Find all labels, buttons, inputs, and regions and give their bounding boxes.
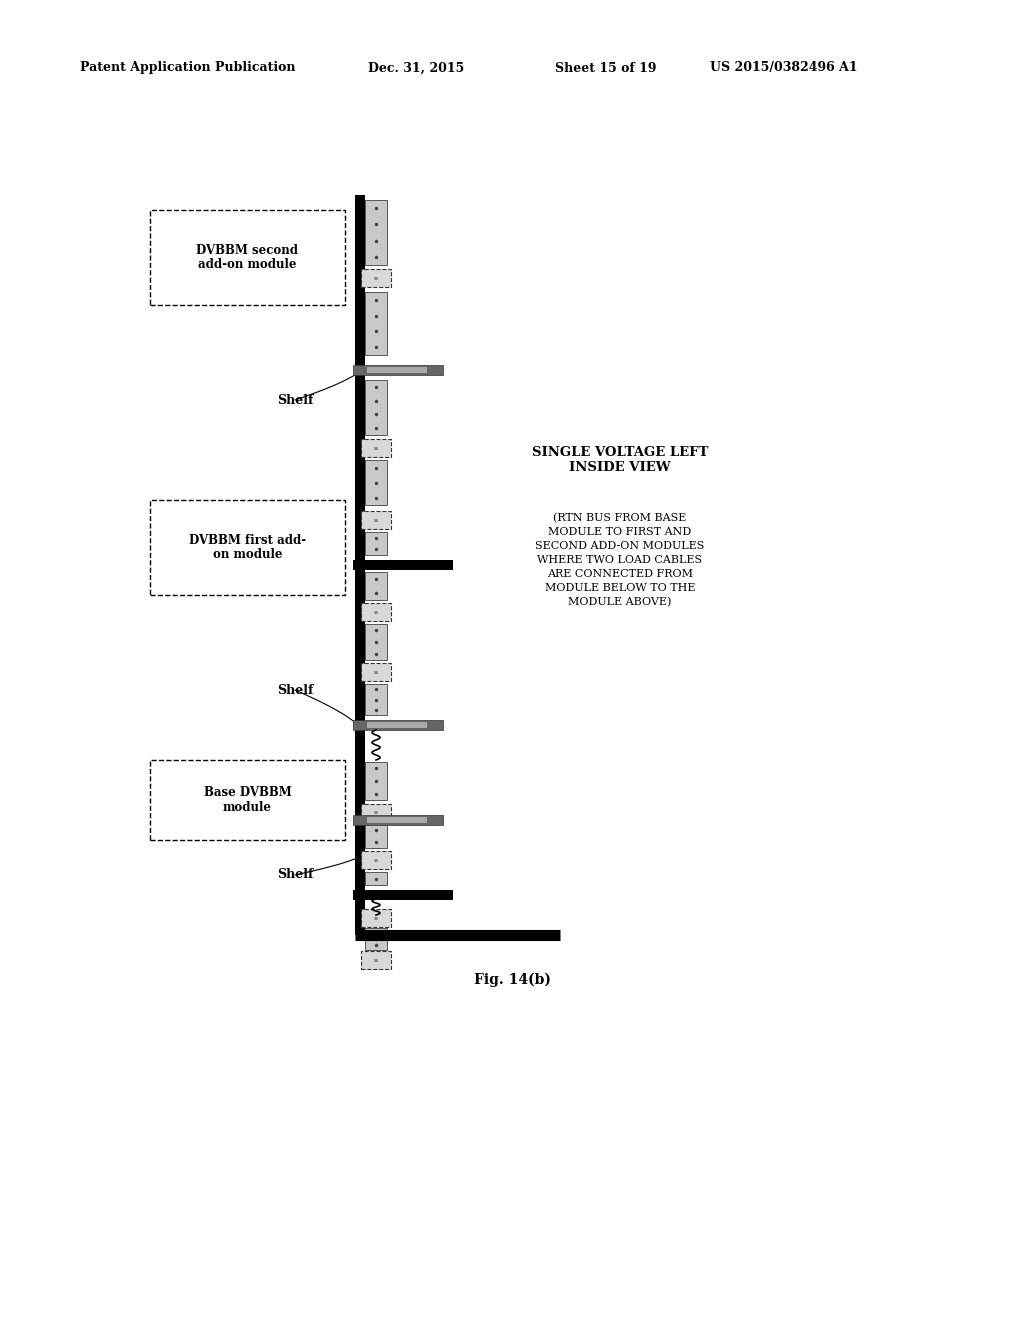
Bar <box>365 201 387 265</box>
FancyBboxPatch shape <box>361 851 391 869</box>
Bar <box>365 459 387 506</box>
Bar <box>365 624 387 660</box>
Text: ss: ss <box>374 610 379 615</box>
Text: Shelf: Shelf <box>276 684 313 697</box>
Bar <box>365 684 387 715</box>
Bar <box>365 292 387 355</box>
Text: SINGLE VOLTAGE LEFT
INSIDE VIEW: SINGLE VOLTAGE LEFT INSIDE VIEW <box>531 446 709 474</box>
Bar <box>365 762 387 800</box>
Text: DVBBM first add-
on module: DVBBM first add- on module <box>189 533 306 561</box>
Text: Patent Application Publication: Patent Application Publication <box>80 62 296 74</box>
Bar <box>355 195 365 935</box>
Bar <box>365 572 387 601</box>
Text: Fig. 14(b): Fig. 14(b) <box>473 973 551 987</box>
Bar <box>353 719 443 730</box>
Bar <box>353 890 453 900</box>
FancyBboxPatch shape <box>361 511 391 529</box>
Text: ss: ss <box>374 517 379 523</box>
Text: ss: ss <box>374 916 379 920</box>
Text: DVBBM second
add-on module: DVBBM second add-on module <box>197 243 299 272</box>
Bar <box>365 824 387 847</box>
Bar <box>150 500 345 595</box>
FancyBboxPatch shape <box>361 804 391 822</box>
Text: (RTN BUS FROM BASE
MODULE TO FIRST AND
SECOND ADD-ON MODULES
WHERE TWO LOAD CABL: (RTN BUS FROM BASE MODULE TO FIRST AND S… <box>536 512 705 607</box>
Text: ss: ss <box>374 858 379 862</box>
Text: Dec. 31, 2015: Dec. 31, 2015 <box>368 62 464 74</box>
Text: Sheet 15 of 19: Sheet 15 of 19 <box>555 62 656 74</box>
Text: Shelf: Shelf <box>276 393 313 407</box>
FancyBboxPatch shape <box>361 909 391 927</box>
FancyBboxPatch shape <box>361 950 391 969</box>
Bar <box>353 366 443 375</box>
Text: Shelf: Shelf <box>276 869 313 882</box>
FancyBboxPatch shape <box>361 440 391 457</box>
FancyBboxPatch shape <box>361 603 391 620</box>
Bar <box>365 873 387 884</box>
Bar <box>353 560 453 570</box>
Text: Base DVBBM
module: Base DVBBM module <box>204 785 292 814</box>
Bar <box>367 722 427 729</box>
Text: US 2015/0382496 A1: US 2015/0382496 A1 <box>710 62 858 74</box>
Bar <box>150 760 345 840</box>
Bar <box>367 367 427 374</box>
Text: ss: ss <box>374 957 379 962</box>
FancyBboxPatch shape <box>361 663 391 681</box>
Bar <box>367 817 427 822</box>
Bar <box>365 380 387 436</box>
Bar <box>353 814 443 825</box>
Bar <box>365 532 387 554</box>
FancyBboxPatch shape <box>361 269 391 286</box>
Text: ss: ss <box>374 276 379 281</box>
Text: ss: ss <box>374 669 379 675</box>
Bar <box>365 928 387 950</box>
Text: ss: ss <box>374 446 379 450</box>
Text: ss: ss <box>374 810 379 816</box>
Bar <box>150 210 345 305</box>
